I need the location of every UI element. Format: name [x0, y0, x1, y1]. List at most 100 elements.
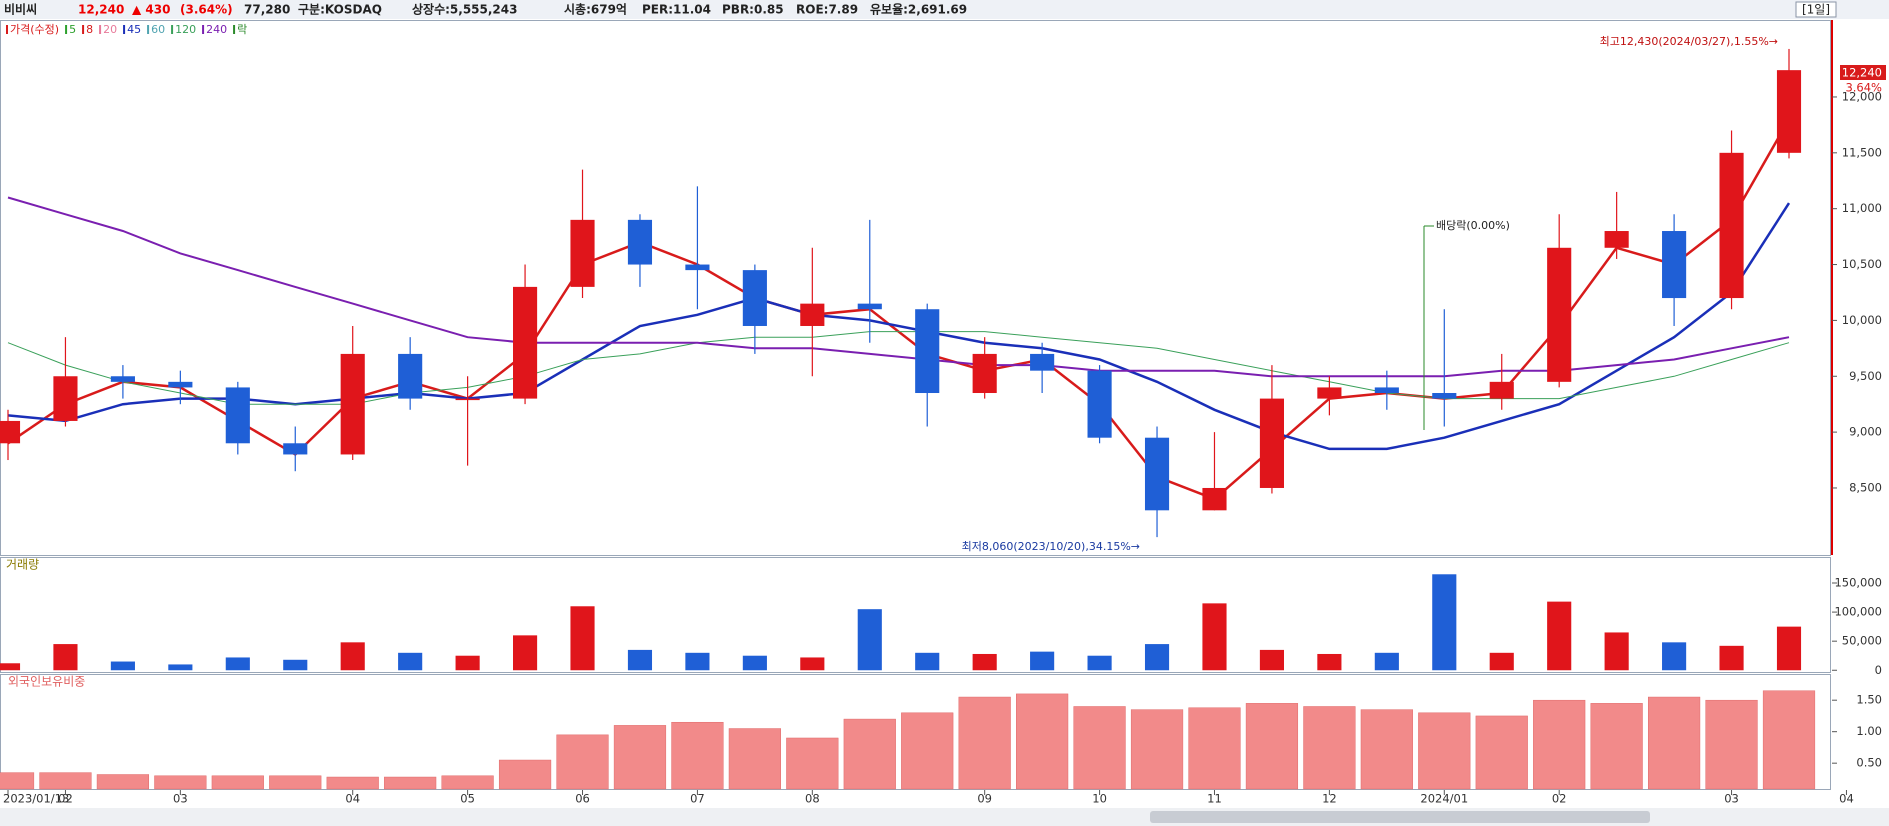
x-tick-label: 03 — [173, 792, 188, 806]
moving-average — [7, 196, 1790, 378]
volume-tick-label: 100,000 — [1834, 605, 1882, 619]
volume-bar — [627, 649, 653, 671]
candle-body — [857, 303, 882, 310]
candle-body — [512, 286, 538, 399]
x-tick-label: 02 — [58, 792, 73, 806]
volume-bar — [800, 657, 825, 671]
x-tick-label: 10 — [1092, 792, 1107, 806]
foreign-bar — [901, 712, 954, 790]
legend-label: 5 — [69, 23, 76, 36]
candle-body — [685, 264, 710, 271]
legend-label: 20 — [103, 23, 117, 36]
legend-swatch — [171, 25, 174, 34]
legend-swatch — [6, 25, 8, 34]
foreign-bar — [1016, 693, 1069, 790]
foreign-bar — [958, 696, 1011, 790]
price: 12,240 — [78, 3, 124, 17]
volume-bar — [1604, 632, 1629, 671]
legend-label: 8 — [86, 23, 93, 36]
candle-body — [455, 398, 480, 401]
volume-bar — [1202, 603, 1227, 671]
foreign-bar — [39, 772, 92, 790]
legend-swatch — [99, 25, 102, 34]
volume-bar — [1259, 649, 1285, 671]
candle-body — [1604, 231, 1629, 248]
foreign-bar — [441, 775, 494, 790]
volume-bar — [110, 661, 135, 671]
candle-body — [340, 353, 365, 455]
foreign-bar — [1590, 703, 1643, 790]
price-panel — [0, 20, 1831, 556]
volume-bar — [1030, 651, 1055, 671]
price-tick-label: 9,000 — [1849, 425, 1882, 439]
volume-bar — [1317, 653, 1342, 671]
foreign-bar — [786, 737, 839, 790]
x-tick-label: 07 — [690, 792, 705, 806]
price-tick-label: 12,000 — [1842, 89, 1882, 103]
stock-name: 비비씨 — [4, 2, 37, 17]
scroll-thumb[interactable] — [1150, 811, 1650, 823]
foreign-bar — [1073, 706, 1126, 790]
candle-body — [398, 353, 423, 399]
volume-bar — [168, 664, 193, 671]
price-tick-label: 10,500 — [1842, 257, 1882, 271]
candle-body — [1776, 70, 1802, 153]
per: PER:11.04 — [642, 3, 711, 17]
foreign-bar — [671, 721, 724, 790]
legend-swatch — [147, 25, 150, 34]
moving-average — [7, 202, 1791, 451]
foreign-bar — [1647, 696, 1701, 790]
volume-bar — [742, 655, 767, 671]
x-tick-label: 02 — [1552, 792, 1567, 806]
x-tick-label: 2023/01/13 — [3, 792, 69, 806]
moving-average — [7, 331, 1790, 405]
volume-bar — [512, 635, 538, 671]
low-annotation: 최저8,060(2023/10/20),34.15%→ — [962, 540, 1140, 553]
candle-body — [1719, 152, 1744, 299]
candle-body — [972, 353, 997, 394]
volume-tick-label: 0 — [1875, 663, 1882, 677]
candle-body — [53, 376, 78, 421]
foreign-tick-label: 0.50 — [1856, 756, 1882, 770]
period[interactable]: [1일] — [1802, 3, 1830, 17]
volume-bar — [1087, 655, 1112, 671]
foreign-bar — [384, 776, 437, 790]
candle-body — [570, 219, 595, 287]
legend-swatch — [202, 25, 205, 34]
roe: ROE:7.89 — [796, 3, 858, 17]
candle-body — [742, 270, 767, 326]
high-annotation: 최고12,430(2024/03/27),1.55%→ — [1600, 35, 1778, 48]
foreign-panel — [0, 674, 1831, 790]
foreign-bar — [1188, 707, 1241, 790]
volume-bar — [455, 655, 480, 671]
legend-swatch — [123, 25, 126, 34]
x-tick-label: 12 — [1322, 792, 1337, 806]
volume-bar — [398, 652, 423, 671]
legend-label: 가격(수정) — [10, 23, 59, 36]
volume-title: 거래량 — [6, 558, 39, 572]
moving-average — [7, 118, 1791, 501]
candle-body — [1489, 381, 1514, 399]
candle-body — [627, 219, 653, 265]
x-tick-label: 04 — [1839, 792, 1854, 806]
period-button[interactable] — [1795, 1, 1837, 18]
volume-bar — [1776, 626, 1802, 671]
x-tick-label: 06 — [575, 792, 590, 806]
volume-bar — [1547, 601, 1572, 671]
volume-bar — [53, 644, 78, 671]
shares: 상장수:5,555,243 — [412, 2, 517, 17]
candle-body — [1202, 487, 1227, 511]
volume-bar — [1374, 652, 1399, 671]
volume-bar — [225, 657, 250, 671]
price-box — [1840, 65, 1886, 80]
volume-bar — [1432, 574, 1457, 671]
foreign-bar — [1762, 690, 1816, 790]
foreign-bar — [1418, 712, 1471, 790]
foreign-bar — [211, 775, 264, 790]
foreign-bar — [269, 775, 322, 790]
price-tick-label: 8,500 — [1849, 480, 1882, 494]
volume-bar — [0, 663, 21, 671]
foreign-bar — [1130, 709, 1184, 790]
x-tick-label: 04 — [345, 792, 360, 806]
